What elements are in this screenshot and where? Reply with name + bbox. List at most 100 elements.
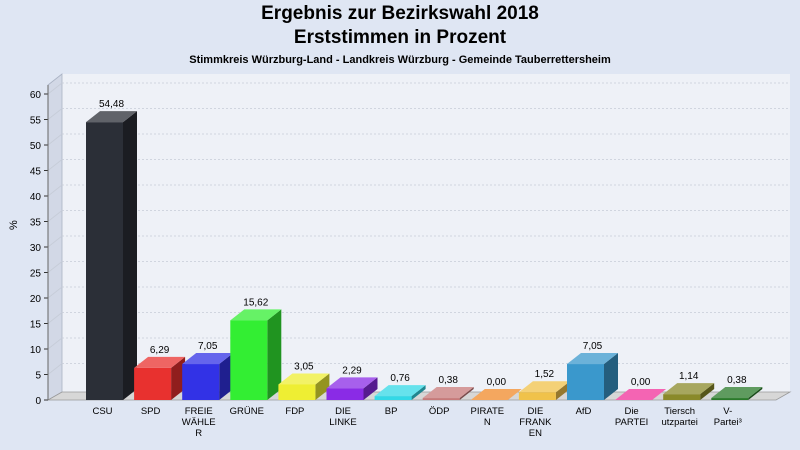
y-tick-label: 20 [30,294,42,305]
x-tick-label: WÄHLE [182,417,216,428]
bar-side [555,381,570,400]
y-tick-label: 10 [30,345,42,356]
x-tick-label: N [484,417,491,428]
bar-side [315,373,330,400]
bar-front [326,388,364,400]
bar-value-label: 0,38 [727,375,747,386]
y-tick-label: 5 [35,371,41,382]
bar-value-label: 6,29 [150,345,170,356]
bar-13 [711,387,763,400]
gridline-side [47,159,63,171]
bar-9 [518,381,570,400]
x-tick-label: AfD [576,406,592,417]
x-tick-label: SPD [141,406,161,417]
gridline-side [47,261,63,273]
y-tick-label: 45 [30,167,42,178]
bar-12 [663,383,715,400]
bar-6 [374,385,426,400]
bar-top [567,353,618,365]
gridline-side [47,363,63,375]
x-tick-label: DIE [527,406,543,417]
chart-title: Ergebnis zur Bezirkswahl 2018 [261,3,539,24]
gridline-side [47,210,63,222]
plot-side-wall [47,73,63,401]
bar-side [748,387,763,400]
chart-subtitle: Stimmkreis Würzburg-Land - Landkreis Wür… [189,54,611,66]
x-tick-label: DIE [335,406,351,417]
x-tick-label: PARTEI [615,417,648,428]
x-tick-label: BP [385,406,398,417]
y-tick-label: 30 [30,243,42,254]
gridline-side [47,312,63,324]
bar-value-label: 3,05 [294,361,314,372]
bar-top [230,309,282,321]
bar-side [123,111,137,400]
bar-value-label: 1,14 [679,371,699,382]
bar-11 [615,389,667,400]
bar-side [700,383,715,400]
bar-top [86,111,137,123]
y-tick-label: 40 [30,192,42,203]
bar-front [663,394,701,400]
x-tick-label: FRANK [519,417,552,428]
bar-side [411,385,426,400]
x-tick-label: utzpartei [661,417,697,428]
bar-value-label: 0,00 [487,377,507,388]
bar-front [567,364,604,400]
y-tick-label: 0 [35,396,41,407]
bar-front [422,398,460,400]
y-tick-label: 55 [30,116,42,127]
bar-front [711,398,749,400]
bar-5 [326,377,378,400]
bar-front [374,396,412,400]
gridline-side [47,108,63,120]
bar-top [711,387,763,399]
bar-side [604,353,618,400]
bar-10 [567,353,618,400]
bar-8 [470,389,522,400]
bar-top [518,381,570,393]
bar-value-label: 2,29 [342,365,362,376]
bar-side [363,377,378,400]
bar-front [134,367,172,400]
gridline-side [47,337,63,350]
bar-2 [182,353,234,400]
x-tick-label: FDP [285,406,304,417]
x-tick-label: GRÜNE [230,406,264,417]
bar-7 [422,387,474,400]
bar-value-label: 7,05 [198,341,218,352]
x-tick-label: V- [723,406,732,417]
bar-value-label: 0,38 [438,375,458,386]
bar-side [459,387,474,400]
bar-top [615,389,667,400]
y-tick-label: 25 [30,269,42,280]
bar-3 [230,309,282,400]
bar-side [267,309,282,400]
bar-side [219,353,234,400]
bar-top [182,353,234,365]
gridline-side [47,82,63,95]
gridline-side [47,184,63,197]
bar-front [182,364,220,400]
gridline-side [47,235,63,248]
bar-1 [134,356,186,400]
bar-value-label: 15,62 [243,297,268,308]
x-tick-label: FREIE [185,406,213,417]
y-tick-label: 15 [30,320,42,331]
plot-back-wall [62,74,790,392]
x-tick-label: Partei³ [714,417,742,428]
bar-top [326,377,378,389]
bar-front [518,392,556,400]
x-tick-label: ÖDP [429,406,450,417]
bar-0 [86,111,137,400]
x-tick-label: Die [624,406,638,417]
bar-value-label: 1,52 [535,369,555,380]
gridline-side [47,286,63,299]
y-tick-label: 35 [30,218,42,229]
x-tick-label: EN [529,428,542,439]
bar-value-label: 0,00 [631,377,651,388]
bar-value-label: 54,48 [99,99,124,110]
bar-4 [278,373,330,400]
chart-title-line2: Erststimmen in Prozent [293,27,507,48]
